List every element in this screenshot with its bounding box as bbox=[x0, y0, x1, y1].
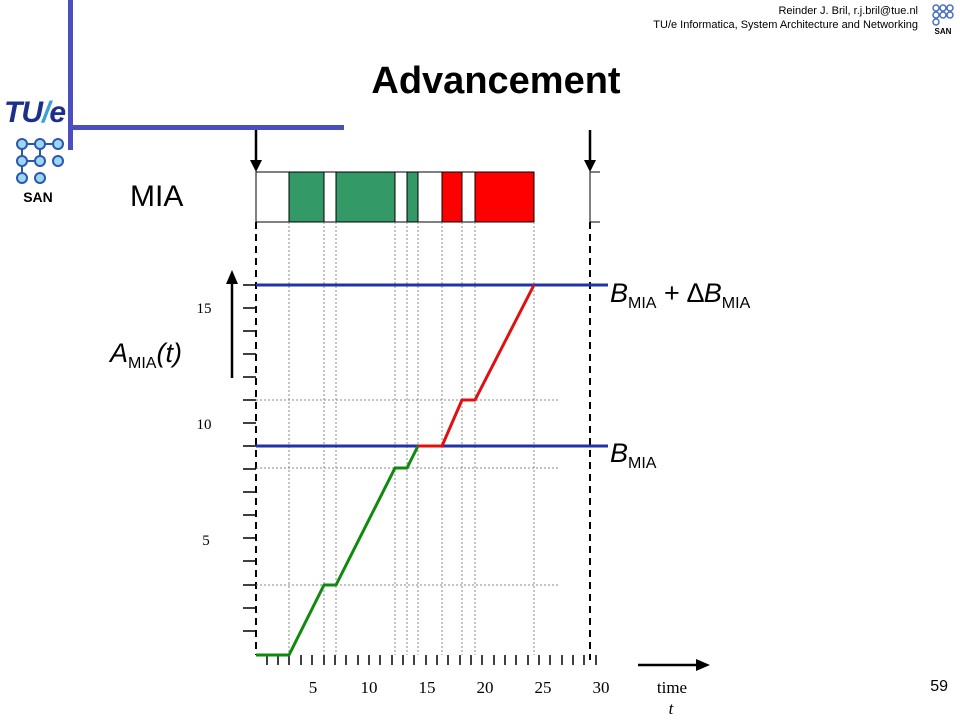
x-axis-ticks bbox=[266, 655, 597, 665]
y-axis-arrow bbox=[226, 270, 238, 378]
y-tick-label: 10 bbox=[197, 417, 212, 433]
decorative-horizontal-bar bbox=[68, 125, 344, 130]
svg-text:SAN: SAN bbox=[935, 27, 952, 36]
svg-text:SAN: SAN bbox=[23, 189, 53, 205]
page-number: 59 bbox=[930, 678, 948, 695]
budget-label: BMIA bbox=[610, 438, 657, 472]
horizontal-guides bbox=[256, 399, 560, 586]
advancement-curve-green bbox=[256, 445, 420, 657]
x-axis-arrow bbox=[638, 659, 710, 671]
mia-label: MIA bbox=[130, 180, 184, 213]
mia-timeline-bar bbox=[255, 171, 600, 223]
x-tick-label: 30 bbox=[593, 678, 610, 697]
x-tick-label: 5 bbox=[309, 678, 318, 697]
bar-segment-red bbox=[474, 171, 535, 223]
release-arrow-left bbox=[250, 130, 262, 172]
advancement-function-label: AMIA(t) bbox=[108, 338, 182, 372]
bar-segment-green bbox=[288, 171, 325, 223]
tue-logo: TU/e bbox=[4, 96, 66, 129]
x-tick-label: 10 bbox=[361, 678, 378, 697]
san-logo-icon: SAN bbox=[16, 138, 64, 205]
header-author: Reinder J. Bril, r.j.bril@tue.nl bbox=[778, 5, 918, 17]
vertical-guides bbox=[288, 222, 535, 655]
x-tick-label: 25 bbox=[535, 678, 552, 697]
x-tick-label: 15 bbox=[419, 678, 436, 697]
budget-plus-delta-label: BMIA + ∆BMIA bbox=[610, 278, 751, 312]
bar-segment-green bbox=[406, 171, 419, 223]
san-logo-small-icon: SAN bbox=[932, 4, 954, 36]
bar-segment-red bbox=[441, 171, 463, 223]
x-axis-symbol: t bbox=[669, 699, 675, 718]
deadline-arrow-right bbox=[584, 130, 596, 172]
header-department: TU/e Informatica, System Architecture an… bbox=[653, 19, 918, 31]
decorative-vertical-bar bbox=[68, 0, 73, 150]
bar-segment-green bbox=[335, 171, 396, 223]
y-tick-label: 15 bbox=[197, 301, 212, 317]
y-tick-label: 5 bbox=[202, 533, 210, 549]
x-tick-label: 20 bbox=[477, 678, 494, 697]
slide-title: Advancement bbox=[371, 60, 621, 102]
advancement-curve-red bbox=[418, 284, 536, 448]
x-axis-label: time bbox=[657, 678, 687, 697]
y-axis-ticks bbox=[243, 284, 256, 632]
